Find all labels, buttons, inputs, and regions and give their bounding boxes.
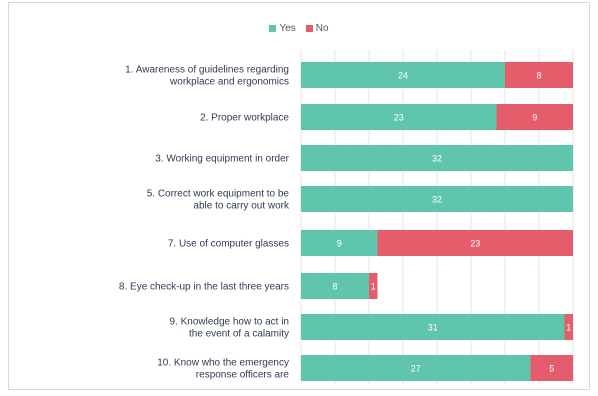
category-label: 10. Know who the emergency response offic… xyxy=(157,358,289,381)
category-label: 9. Knowledge how to act in the event of a… xyxy=(169,317,289,340)
bar-yes xyxy=(301,186,573,212)
category-label-line: able to carry out work xyxy=(193,201,290,212)
data-label-yes: 8 xyxy=(332,282,337,292)
bar-no xyxy=(505,62,573,88)
bar-no xyxy=(564,314,573,340)
data-label-yes: 31 xyxy=(428,323,438,333)
data-label-yes: 27 xyxy=(411,364,421,374)
category-label-line: 9. Knowledge how to act in xyxy=(169,317,289,328)
data-label-yes: 23 xyxy=(394,113,404,123)
data-label-no: 8 xyxy=(536,71,541,81)
legend-swatch-yes xyxy=(269,24,277,32)
legend-label-no: No xyxy=(315,22,329,34)
data-label-no: 1 xyxy=(566,323,571,333)
legend-swatch-no xyxy=(305,24,313,32)
bar-no xyxy=(496,104,573,130)
category-label: 5. Correct work equipment to be able to c… xyxy=(147,189,290,212)
category-label-line: workplace and ergonomics xyxy=(169,77,289,88)
data-label-no: 1 xyxy=(371,282,376,292)
category-label: 8. Eye check-up in the last three years xyxy=(119,282,289,293)
category-label: 7. Use of computer glasses xyxy=(168,239,289,250)
bar-no xyxy=(369,273,378,299)
category-label: 3. Working equipment in order xyxy=(155,154,289,165)
legend-item-no: No xyxy=(305,22,329,34)
bar-yes xyxy=(301,355,531,381)
category-label-line: the event of a calamity xyxy=(189,329,289,340)
category-label: 1. Awareness of guidelines regarding work… xyxy=(125,65,289,88)
bar-yes xyxy=(301,230,378,256)
bar-no xyxy=(530,355,573,381)
category-label: 2. Proper workplace xyxy=(200,113,289,124)
category-label-line: 5. Correct work equipment to be xyxy=(147,189,290,200)
bar-yes xyxy=(301,145,573,171)
data-label-yes: 9 xyxy=(337,239,342,249)
bar-yes xyxy=(301,314,565,340)
legend-label-yes: Yes xyxy=(279,22,296,34)
legend-item-yes: Yes xyxy=(269,22,296,34)
data-label-yes: 32 xyxy=(432,154,442,164)
bar-yes xyxy=(301,104,497,130)
category-label-line: 1. Awareness of guidelines regarding xyxy=(125,65,289,76)
category-label-line: 2. Proper workplace xyxy=(200,113,289,124)
bar-yes xyxy=(301,273,369,299)
data-label-yes: 24 xyxy=(398,71,408,81)
category-label-line: response officers are xyxy=(196,370,290,381)
category-label-line: 3. Working equipment in order xyxy=(155,154,289,165)
data-label-no: 23 xyxy=(470,239,480,249)
bar-yes xyxy=(301,62,505,88)
category-label-line: 8. Eye check-up in the last three years xyxy=(119,282,289,293)
bar-no xyxy=(377,230,573,256)
legend: Yes No xyxy=(0,20,598,36)
data-label-no: 5 xyxy=(549,364,554,374)
category-label-line: 7. Use of computer glasses xyxy=(168,239,289,250)
data-label-no: 9 xyxy=(532,113,537,123)
category-label-line: 10. Know who the emergency xyxy=(157,358,289,369)
data-label-yes: 32 xyxy=(432,195,442,205)
